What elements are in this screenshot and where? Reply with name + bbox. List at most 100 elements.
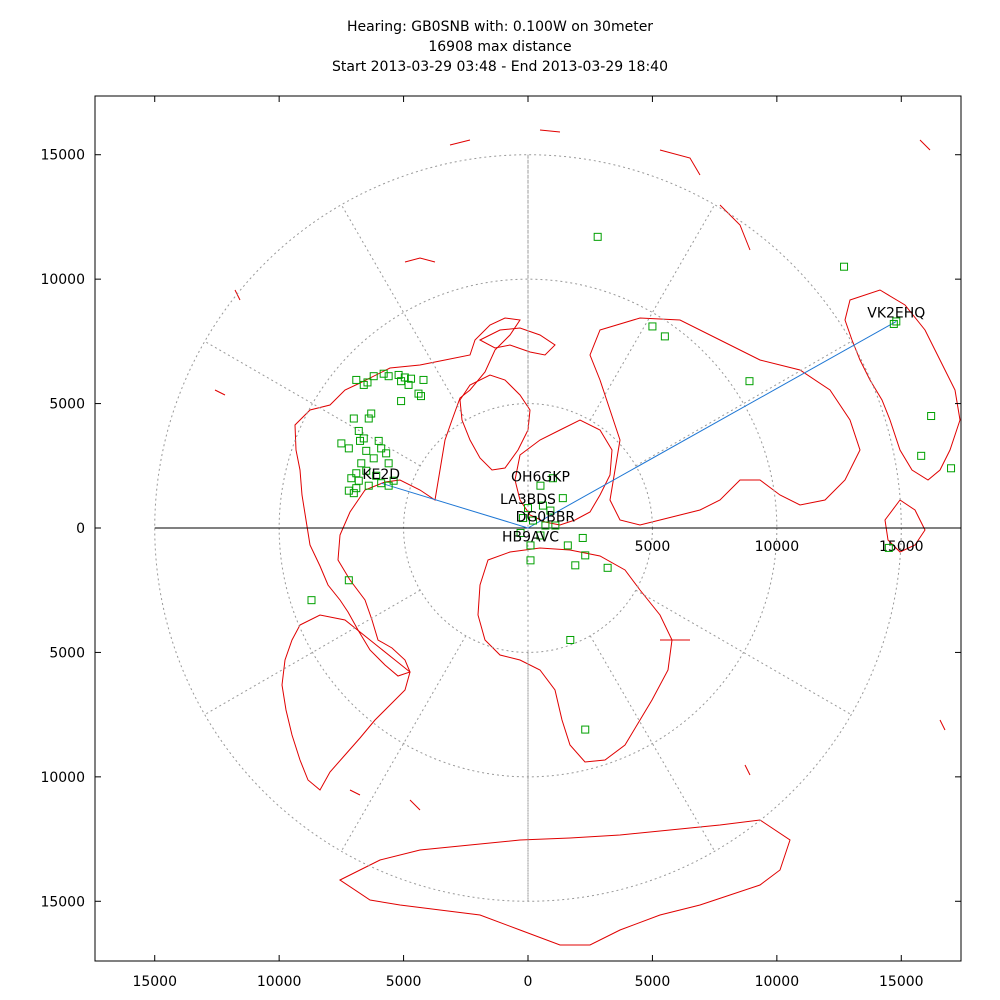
spot-marker — [369, 372, 378, 381]
coastline-new-zealand — [884, 499, 926, 553]
y-tick-label: 15000 — [40, 148, 85, 164]
spot-marker — [377, 479, 386, 488]
spot-marker — [357, 459, 366, 468]
spot-marker — [581, 551, 590, 560]
spot-marker — [538, 501, 547, 510]
spot-marker — [394, 370, 403, 379]
spot-marker — [349, 489, 358, 498]
plot-axes: 15000 10000 5000 0 5000 10000 15000 15000 10000 5… — [40, 95, 962, 990]
radial-spoke-60 — [589, 204, 716, 421]
spot-label-oh6gkp: OH6GKP — [511, 470, 570, 486]
spot-marker — [840, 262, 849, 271]
spot-marker — [546, 506, 555, 515]
spot-marker — [571, 561, 580, 570]
y-tick-label: 10000 — [40, 272, 85, 288]
spot-marker — [528, 516, 537, 525]
spot-marker — [516, 528, 525, 537]
coastline-australia — [844, 289, 961, 481]
spot-marker — [359, 380, 368, 389]
spot-marker — [419, 375, 428, 384]
spot-marker — [362, 466, 371, 475]
spot-marker — [884, 543, 893, 552]
spot-marker — [384, 372, 393, 381]
y-tick-label: 15000 — [40, 894, 85, 910]
spot-marker — [347, 474, 356, 483]
x-tick-label: 15000 — [879, 974, 924, 990]
spot-marker — [578, 533, 587, 542]
spot-marker — [947, 464, 956, 473]
coastline-africa — [477, 547, 673, 763]
x-tick-label: 10000 — [257, 974, 302, 990]
spot-marker — [581, 725, 590, 734]
y-tick-label: 10000 — [40, 770, 85, 786]
spot-marker — [352, 375, 361, 384]
spot-label-dg0bbr: DG0BBR — [516, 510, 576, 526]
spot-marker — [889, 319, 898, 328]
path-line-ke2d — [381, 482, 529, 529]
radial-spoke-300 — [589, 635, 716, 852]
y-tick-label: 0 — [76, 521, 85, 537]
radial-spoke-330 — [635, 589, 852, 716]
spot-marker — [362, 446, 371, 455]
x-tick-label: 5000 — [635, 974, 671, 990]
spot-marker — [563, 541, 572, 550]
spot-marker — [354, 476, 363, 485]
spot-label-vk2ehq: VK2EHQ — [867, 305, 925, 321]
spot-marker — [541, 521, 550, 530]
spot-marker — [349, 414, 358, 423]
y-tick-label: 5000 — [49, 645, 85, 661]
spot-marker — [648, 322, 657, 331]
coastline-asia — [589, 317, 861, 526]
coastline-fragments — [214, 129, 946, 811]
spot-marker — [519, 514, 528, 523]
spot-marker — [558, 494, 567, 503]
coastline-arctic-islands — [478, 327, 556, 356]
coastline-greenland — [459, 374, 531, 471]
radial-spoke-240 — [340, 635, 467, 852]
spot-marker — [382, 449, 391, 458]
radial-spoke-120 — [340, 204, 467, 421]
spot-marker — [548, 474, 557, 483]
x-tick-label: 15000 — [132, 974, 177, 990]
spot-marker — [397, 397, 406, 406]
coastline-north-america — [294, 317, 521, 677]
spot-label-ke2d: KE2D — [362, 467, 400, 483]
spot-label-la3bds: LA3BDS — [500, 492, 556, 508]
y-tick-label: 5000 — [49, 397, 85, 413]
path-line-vk2ehq — [527, 321, 897, 529]
spot-marker — [603, 563, 612, 572]
spot-marker — [404, 380, 413, 389]
radial-spoke-210 — [204, 589, 421, 716]
spot-marker — [927, 412, 936, 421]
spot-marker — [377, 444, 386, 453]
radial-spoke-30 — [635, 340, 852, 467]
spot-marker — [344, 444, 353, 453]
spot-marker — [364, 481, 373, 490]
chart-title-line-2: 16908 max distance — [428, 39, 572, 55]
spot-marker — [352, 469, 361, 478]
world-coastlines — [214, 129, 961, 946]
spot-marker — [372, 471, 381, 480]
spot-marker — [356, 436, 365, 445]
spot-marker — [526, 556, 535, 565]
propagation-paths — [381, 321, 897, 529]
spot-marker — [536, 481, 545, 490]
spot-marker — [369, 454, 378, 463]
spot-marker — [917, 451, 926, 460]
spot-marker — [354, 426, 363, 435]
inner-axis-label: 5000 — [635, 539, 671, 555]
spot-marker — [526, 541, 535, 550]
x-tick-label: 0 — [524, 974, 533, 990]
spot-marker — [352, 484, 361, 493]
spot-marker — [416, 392, 425, 401]
spot-markers — [307, 232, 956, 734]
spot-marker — [892, 317, 901, 326]
spot-marker — [745, 377, 754, 386]
spot-marker — [307, 596, 316, 605]
spot-marker — [344, 576, 353, 585]
coastline-antarctica — [339, 819, 791, 946]
coastline-south-america — [281, 614, 411, 791]
spot-marker — [593, 232, 602, 241]
spot-marker — [524, 504, 532, 513]
